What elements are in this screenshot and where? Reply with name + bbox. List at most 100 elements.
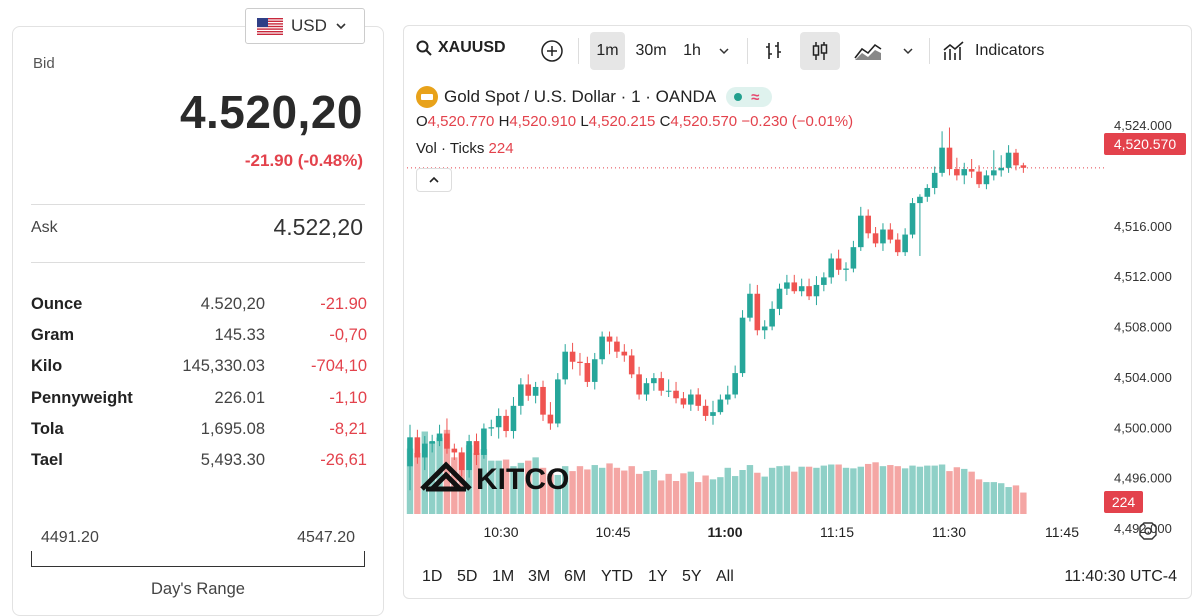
volume-bar (805, 466, 813, 514)
chevron-up-icon (429, 176, 439, 183)
volume-bar (569, 471, 576, 514)
x-tick-label: 11:15 (820, 524, 854, 540)
volume-bar (828, 464, 835, 514)
interval-1m[interactable]: 1m (590, 32, 625, 70)
separator (578, 38, 579, 64)
symbol-name: XAUUSD (438, 39, 506, 56)
ohlc-bars-icon (766, 42, 781, 59)
candle (798, 286, 805, 292)
separator (747, 38, 748, 64)
candle (473, 441, 480, 455)
interval-30m[interactable]: 30m (635, 42, 667, 59)
x-tick-label: 11:45 (1045, 524, 1079, 540)
y-tick-label: 4,500.000 (1114, 420, 1172, 435)
unit-name: Tael (31, 450, 63, 469)
candle (747, 293, 753, 318)
unit-value: 145,330.03 (182, 357, 265, 376)
unit-change: -26,61 (320, 450, 367, 469)
candle (495, 415, 502, 428)
indicators-button[interactable]: Indicators (942, 32, 1062, 70)
chevron-down-icon (719, 48, 729, 55)
unit-change: -8,21 (329, 419, 367, 438)
candle (761, 326, 768, 331)
candle (466, 441, 472, 471)
candle (784, 282, 790, 289)
range-ytd[interactable]: YTD (601, 568, 633, 585)
range-1d[interactable]: 1D (422, 568, 443, 585)
bid-value: 4.520,20 (179, 86, 363, 138)
market-status-pill[interactable]: ≈ (726, 87, 773, 107)
unit-row: Gram 145.33 -0,70 (31, 326, 367, 357)
ohlc-values: O4,520.770 H4,520.910 L4,520.215 C4,520.… (416, 113, 853, 130)
volume-bar (835, 464, 842, 514)
range-3m[interactable]: 3M (528, 568, 551, 585)
unit-value: 226.01 (214, 388, 265, 407)
candle (577, 361, 583, 364)
candle (444, 433, 450, 449)
chart-clock[interactable]: 11:40:30 UTC-4 (1064, 568, 1177, 585)
interval-dropdown[interactable] (710, 32, 738, 70)
candle (902, 234, 908, 253)
range-6m[interactable]: 6M (564, 568, 587, 585)
volume-bar (517, 462, 525, 514)
candlestick-chart[interactable]: 4,524.000 4,516.000 4,512.000 4,508.000 4,50… (404, 74, 1191, 556)
range-all[interactable]: All (716, 568, 734, 585)
open-value: 4,520.770 (427, 113, 495, 130)
candle (835, 258, 842, 270)
candle (488, 427, 495, 429)
range-5d[interactable]: 5D (457, 568, 478, 585)
candle (591, 359, 598, 382)
candles-style-button[interactable] (800, 32, 840, 70)
volume-bar (864, 463, 872, 514)
candle (643, 383, 650, 395)
volume-bar (525, 460, 532, 514)
chart-toolbar: XAUUSD 1m 30m 1h Indicators (404, 26, 1191, 74)
candlestick-icon (812, 42, 828, 60)
gold-bar-icon (416, 86, 438, 108)
area-style-button[interactable] (848, 32, 888, 70)
chart-type-dropdown[interactable] (896, 32, 920, 70)
chevron-down-icon (336, 23, 346, 30)
volume-bar (628, 466, 635, 514)
range-1m[interactable]: 1M (492, 568, 515, 585)
volume-bar (798, 466, 805, 514)
candle (658, 378, 665, 391)
range-1y[interactable]: 1Y (648, 568, 668, 585)
unit-row: Ounce 4.520,20 -21.90 (31, 295, 367, 326)
bar-style-button[interactable] (756, 32, 792, 70)
volume-bar (598, 467, 606, 514)
interval-1h[interactable]: 1h (683, 42, 701, 59)
volume-bar (754, 472, 761, 514)
volume-bar (768, 467, 776, 514)
candle (931, 172, 938, 188)
candle (865, 215, 871, 234)
plus-circle-icon (541, 40, 563, 62)
volume-bar (739, 470, 746, 514)
compare-button[interactable] (537, 32, 567, 70)
candle (939, 147, 945, 173)
range-5y[interactable]: 5Y (682, 568, 702, 585)
y-tick-label: 4,504.000 (1114, 370, 1172, 385)
unit-row: Pennyweight 226.01 -1,10 (31, 389, 367, 420)
volume-bar (990, 482, 998, 514)
chart-panel: XAUUSD 1m 30m 1h Indicators 4,524.000 (403, 25, 1192, 599)
candle (569, 351, 576, 362)
volume-bar (480, 449, 488, 514)
collapse-legend-button[interactable] (416, 168, 452, 192)
candle (407, 437, 413, 467)
volume-bar (916, 466, 924, 514)
unit-row: Tola 1,695.08 -8,21 (31, 420, 367, 451)
volume-bar (547, 473, 554, 514)
close-value: 4,520.570 (670, 113, 738, 130)
currency-select[interactable]: USD (245, 8, 365, 44)
unit-name: Pennyweight (31, 388, 133, 407)
settings-icon[interactable] (1139, 522, 1157, 540)
volume-bar (983, 482, 990, 514)
volume-bar (717, 477, 724, 514)
unit-name: Kilo (31, 357, 63, 376)
symbol-search[interactable]: XAUUSD (416, 39, 506, 57)
candle (710, 412, 716, 416)
volume-bar (635, 473, 643, 514)
unit-table: Ounce 4.520,20 -21.90 Gram 145.33 -0,70 Kilo… (31, 295, 367, 482)
volume-bar (872, 462, 879, 514)
